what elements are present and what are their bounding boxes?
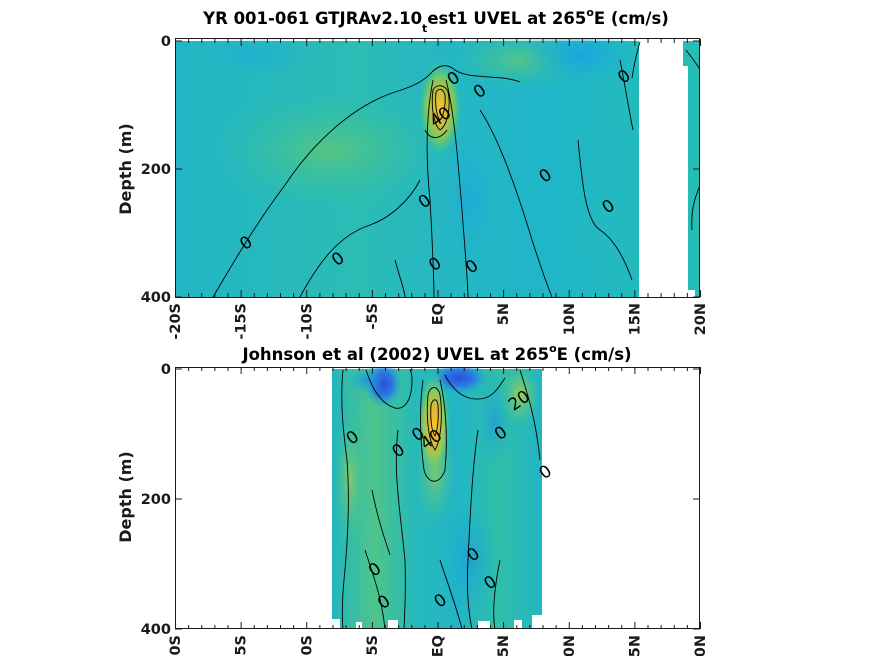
x-tick-label: -10S	[299, 303, 315, 340]
panel2-x-ticks: -20S -15S -10S -5S EQ 5N 10N 15N 20N	[168, 635, 709, 656]
panel1-axes-frame	[175, 38, 700, 298]
y-tick-label: 400	[141, 622, 171, 638]
x-tick-label: -15S	[234, 635, 250, 656]
panel-observed-uvel: Johnson et al (2002) UVEL at 265oE (cm/s…	[116, 342, 709, 656]
x-tick-label: 15N	[627, 635, 643, 656]
panel1-x-ticks: -20S -15S -10S -5S EQ 5N 10N 15N 20N	[168, 303, 709, 340]
x-tick-label: 10N	[562, 635, 578, 656]
y-tick-label: 200	[141, 492, 171, 508]
x-tick-label: EQ	[431, 635, 447, 656]
panel2-field	[332, 367, 542, 629]
x-tick-label: -15S	[234, 303, 250, 340]
x-tick-label: -20S	[168, 303, 184, 340]
x-tick-label: 20N	[693, 635, 709, 656]
x-tick-label: -20S	[168, 635, 184, 656]
y-tick-label: 0	[161, 34, 171, 50]
panel1-field	[175, 38, 700, 298]
x-tick-label: 5N	[496, 635, 512, 656]
x-tick-label: 5N	[496, 303, 512, 325]
panel2-ylabel: Depth (m)	[116, 451, 135, 543]
y-tick-label: 200	[141, 162, 171, 178]
y-tick-label: 400	[141, 290, 171, 306]
panel-model-uvel: YR 001-061 GTJRAv2.10test1 UVEL at 265oE…	[116, 6, 709, 340]
panel2-minor-ticks	[175, 367, 701, 629]
x-tick-label: 10N	[562, 303, 578, 335]
x-tick-label: EQ	[431, 303, 447, 325]
x-tick-label: -5S	[365, 635, 381, 656]
x-tick-label: -5S	[365, 303, 381, 330]
x-tick-label: 15N	[627, 303, 643, 335]
x-tick-label: 20N	[693, 303, 709, 335]
panel1-title: YR 001-061 GTJRAv2.10test1 UVEL at 265oE…	[202, 6, 669, 35]
panel1-minor-ticks	[175, 39, 701, 297]
panel1-ylabel: Depth (m)	[116, 123, 135, 215]
y-tick-label: 0	[161, 362, 171, 378]
x-tick-label: -10S	[299, 635, 315, 656]
panel2-title: Johnson et al (2002) UVEL at 265oE (cm/s…	[241, 342, 631, 364]
panel2-y-ticks: 0 200 400	[141, 362, 700, 638]
panel1-y-ticks: 0 200 400	[141, 34, 700, 306]
